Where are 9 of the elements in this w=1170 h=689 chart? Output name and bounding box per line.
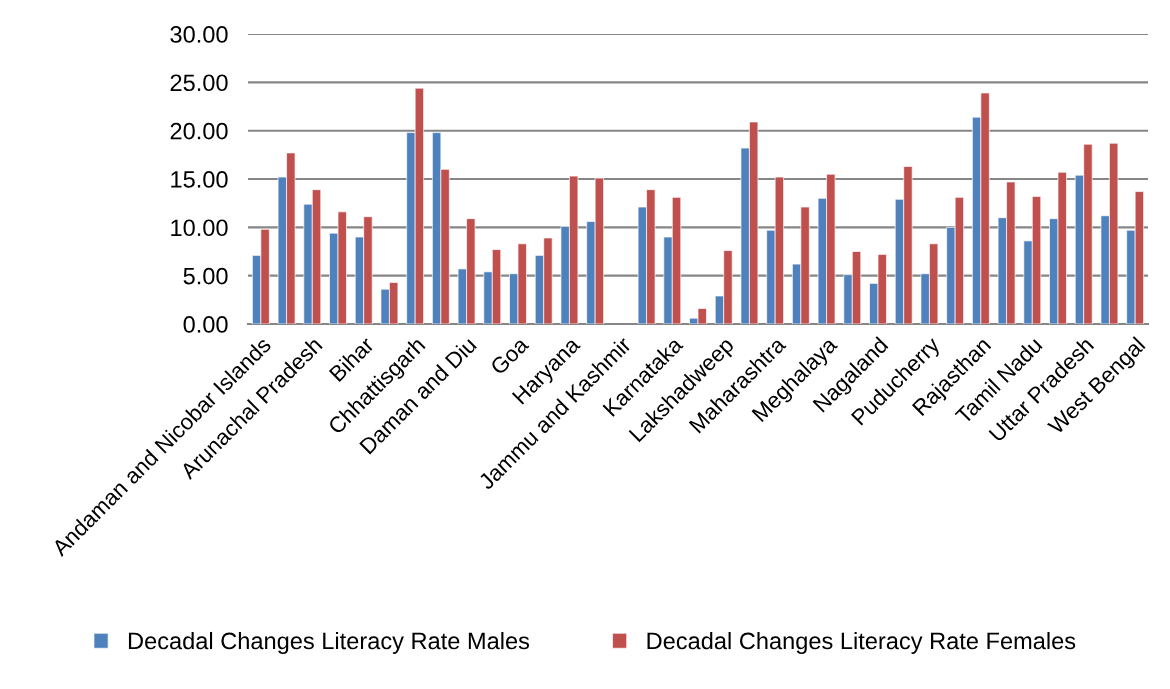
legend-label: Decadal Changes Literacy Rate Males <box>128 631 530 654</box>
y-tick-label: 20.00 <box>170 122 228 140</box>
legend-label: Decadal Changes Literacy Rate Females <box>647 631 1076 654</box>
y-tick-label: 25.00 <box>170 74 228 92</box>
y-tick-label: 30.00 <box>170 26 228 43</box>
y-tick-label: 0.00 <box>183 316 228 333</box>
y-tick-label: 10.00 <box>171 219 228 237</box>
y-tick-label: 15.00 <box>171 171 228 188</box>
y-tick-label: 5.00 <box>183 267 228 285</box>
